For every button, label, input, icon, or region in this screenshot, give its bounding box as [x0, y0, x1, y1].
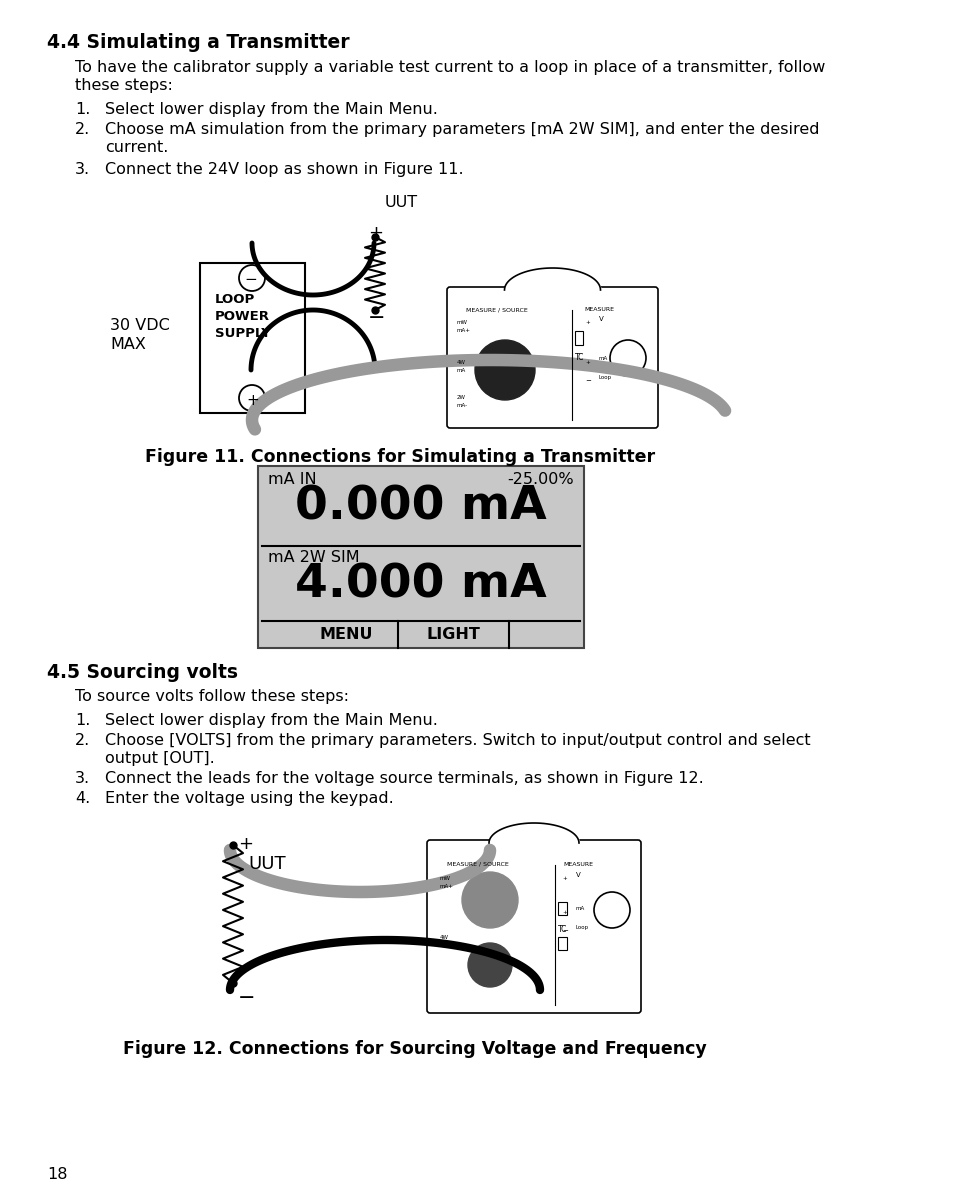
- Text: 2.: 2.: [75, 122, 91, 137]
- Text: mW: mW: [456, 320, 468, 325]
- Text: mA+: mA+: [456, 328, 471, 333]
- Bar: [200, 263, 305, 414]
- Text: +: +: [246, 393, 258, 408]
- Bar: [257, 466, 583, 648]
- Text: UUT: UUT: [385, 196, 417, 210]
- Text: 1.: 1.: [75, 102, 91, 117]
- Text: −: −: [368, 308, 385, 328]
- Text: MEASURE / SOURCE: MEASURE / SOURCE: [447, 861, 508, 867]
- Circle shape: [239, 265, 265, 292]
- Text: 0.000 mA: 0.000 mA: [294, 483, 546, 529]
- Text: −: −: [584, 378, 590, 384]
- Text: mA+: mA+: [439, 884, 454, 889]
- Text: 18: 18: [47, 1167, 68, 1181]
- Text: Enter the voltage using the keypad.: Enter the voltage using the keypad.: [105, 792, 394, 806]
- Text: +: +: [561, 876, 566, 880]
- Text: LIGHT: LIGHT: [426, 627, 480, 642]
- Text: -25.00%: -25.00%: [507, 472, 574, 487]
- Text: MEASURE: MEASURE: [583, 307, 614, 312]
- Text: 3.: 3.: [75, 771, 90, 786]
- Circle shape: [468, 943, 512, 987]
- Text: Figure 11. Connections for Simulating a Transmitter: Figure 11. Connections for Simulating a …: [145, 448, 655, 466]
- Bar: [558, 937, 566, 950]
- Text: MENU: MENU: [319, 627, 373, 642]
- Text: +: +: [368, 224, 382, 242]
- Circle shape: [609, 340, 645, 376]
- Text: mW: mW: [439, 876, 451, 880]
- Text: 4.000 mA: 4.000 mA: [294, 562, 546, 607]
- Text: 4W: 4W: [456, 360, 465, 365]
- Text: Connect the 24V loop as shown in Figure 11.: Connect the 24V loop as shown in Figure …: [105, 162, 463, 177]
- Text: Loop: Loop: [576, 925, 589, 930]
- Text: 4W: 4W: [439, 935, 449, 940]
- Text: mA: mA: [598, 356, 608, 361]
- Text: Select lower display from the Main Menu.: Select lower display from the Main Menu.: [105, 102, 437, 117]
- Text: −: −: [244, 273, 256, 287]
- Text: 4.4 Simulating a Transmitter: 4.4 Simulating a Transmitter: [47, 33, 349, 52]
- Text: Connect the leads for the voltage source terminals, as shown in Figure 12.: Connect the leads for the voltage source…: [105, 771, 703, 786]
- Text: TC: TC: [575, 353, 584, 363]
- Text: Loop: Loop: [598, 374, 612, 380]
- Text: UUT: UUT: [248, 856, 285, 873]
- Text: V: V: [598, 316, 603, 322]
- Text: To source volts follow these steps:: To source volts follow these steps:: [75, 688, 349, 704]
- Text: −: −: [237, 988, 255, 1008]
- Text: SUPPLY: SUPPLY: [214, 327, 271, 340]
- Text: mA: mA: [576, 907, 584, 911]
- Text: Choose mA simulation from the primary parameters [mA 2W SIM], and enter the desi: Choose mA simulation from the primary pa…: [105, 122, 819, 137]
- Text: TC: TC: [558, 925, 567, 935]
- Text: Choose [VOLTS] from the primary parameters. Switch to input/output control and s: Choose [VOLTS] from the primary paramete…: [105, 734, 810, 748]
- Text: mA-: mA-: [439, 943, 451, 948]
- Text: −: −: [561, 928, 567, 934]
- FancyBboxPatch shape: [427, 840, 640, 1013]
- FancyBboxPatch shape: [447, 287, 658, 428]
- Text: V: V: [576, 872, 580, 878]
- Text: 2W: 2W: [456, 395, 465, 401]
- Text: MEASURE: MEASURE: [562, 861, 593, 867]
- Text: +: +: [584, 320, 589, 325]
- Text: 3.: 3.: [75, 162, 90, 177]
- Circle shape: [475, 340, 535, 401]
- Text: LOOP: LOOP: [214, 293, 255, 306]
- Circle shape: [594, 892, 629, 928]
- Text: 1.: 1.: [75, 713, 91, 728]
- Text: Select lower display from the Main Menu.: Select lower display from the Main Menu.: [105, 713, 437, 728]
- Text: Figure 12. Connections for Sourcing Voltage and Frequency: Figure 12. Connections for Sourcing Volt…: [123, 1040, 706, 1058]
- Text: mA: mA: [456, 369, 466, 373]
- Text: MAX: MAX: [110, 337, 146, 352]
- Text: current.: current.: [105, 140, 168, 155]
- Text: +: +: [237, 835, 253, 853]
- Bar: [575, 331, 582, 345]
- Text: 2.: 2.: [75, 734, 91, 748]
- Text: 30 VDC: 30 VDC: [110, 318, 170, 333]
- Bar: [558, 902, 566, 915]
- Text: mA-: mA-: [456, 403, 468, 408]
- Text: POWER: POWER: [214, 310, 270, 324]
- Text: mA 2W SIM: mA 2W SIM: [268, 550, 359, 565]
- Text: these steps:: these steps:: [75, 78, 172, 92]
- Text: 4.: 4.: [75, 792, 91, 806]
- Circle shape: [461, 872, 517, 928]
- Text: 4.5 Sourcing volts: 4.5 Sourcing volts: [47, 662, 237, 683]
- Text: output [OUT].: output [OUT].: [105, 751, 214, 766]
- Text: mA IN: mA IN: [268, 472, 316, 487]
- Text: +: +: [584, 360, 589, 365]
- Circle shape: [239, 385, 265, 411]
- Text: +: +: [561, 910, 566, 915]
- Text: MEASURE / SOURCE: MEASURE / SOURCE: [465, 307, 527, 312]
- Text: To have the calibrator supply a variable test current to a loop in place of a tr: To have the calibrator supply a variable…: [75, 60, 824, 75]
